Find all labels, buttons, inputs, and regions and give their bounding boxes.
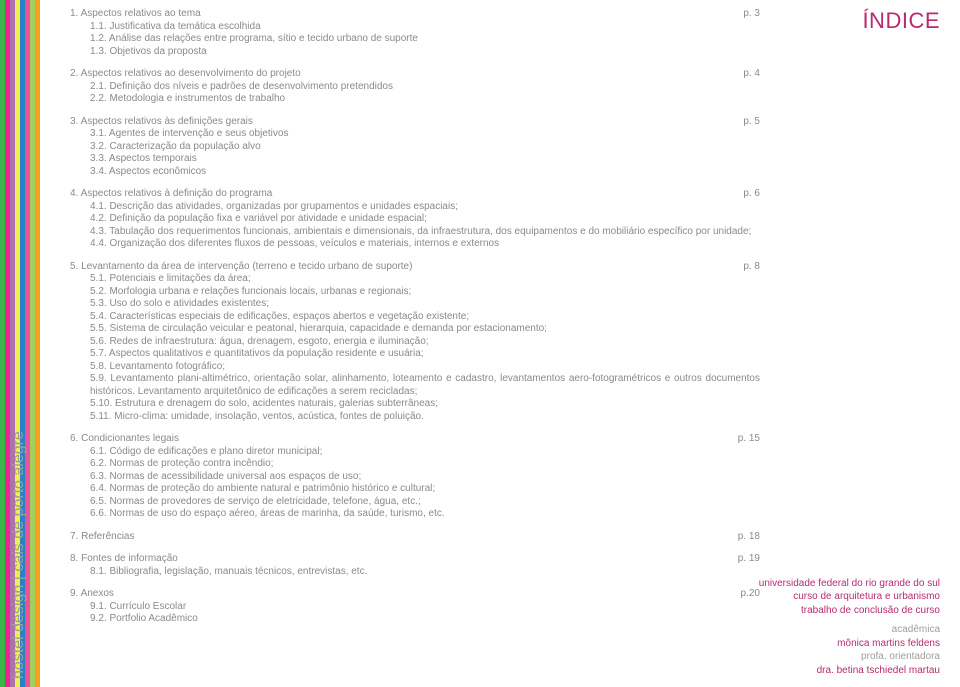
toc-sub-item: 6.6. Normas de uso do espaço aéreo, área… [70,508,760,521]
toc-sub-item: 4.2. Definição da população fixa e variá… [70,213,760,226]
toc-section-title: 5. Levantamento da área de intervenção (… [70,261,760,274]
toc-sub-item: 6.5. Normas de provedores de serviço de … [70,496,760,509]
toc-sub-item: 6.1. Código de edificações e plano diret… [70,446,760,459]
toc-section: 7. Referênciasp. 18 [70,531,760,544]
toc-section: 4. Aspectos relativos à definição do pro… [70,188,760,251]
toc-sub-item: 5.10. Estrutura e drenagem do solo, acid… [70,398,760,411]
toc-section-title: 2. Aspectos relativos ao desenvolvimento… [70,68,760,81]
toc-section-title: 6. Condicionantes legais [70,433,760,446]
toc-sub-item: 3.2. Caracterização da população alvo [70,141,760,154]
page-heading-indice: ÍNDICE [862,8,940,34]
toc-sub-item: 5.7. Aspectos qualitativos e quantitativ… [70,348,760,361]
toc-sub-item: 4.1. Descrição das atividades, organizad… [70,201,760,214]
toc-sub-item: 9.1. Currículo Escolar [70,601,760,614]
toc-sub-item: 1.1. Justificativa da temática escolhida [70,21,760,34]
toc-page-number: p. 8 [743,261,760,274]
toc-sub-item: 3.1. Agentes de intervenção e seus objet… [70,128,760,141]
toc-sub-item: 6.2. Normas de proteção contra incêndio; [70,458,760,471]
toc-sub-item: 3.3. Aspectos temporais [70,153,760,166]
toc-sub-item: 2.1. Definição dos níveis e padrões de d… [70,81,760,94]
color-bar [35,0,40,687]
toc-section-title: 3. Aspectos relativos às definições gera… [70,116,760,129]
toc-section-title: 1. Aspectos relativos ao tema [70,8,760,21]
toc-sub-item: 5.8. Levantamento fotográfico; [70,361,760,374]
footer-student-name: mônica martins feldens [759,637,940,651]
toc-page-number: p. 4 [743,68,760,81]
toc-sub-item: 5.4. Características especiais de edific… [70,311,760,324]
toc-section: 8. Fontes de informaçãop. 198.1. Bibliog… [70,553,760,578]
toc-sub-item: 4.3. Tabulação dos requerimentos funcion… [70,226,760,239]
toc-section-title: 9. Anexos [70,588,760,601]
toc-page-number: p. 15 [738,433,760,446]
toc-page-number: p. 5 [743,116,760,129]
toc-sub-item: 5.11. Micro-clima: umidade, insolação, v… [70,411,760,424]
toc-sub-item: 5.2. Morfologia urbana e relações funcio… [70,286,760,299]
toc-section-title: 7. Referências [70,531,760,544]
toc-section: 1. Aspectos relativos ao temap. 31.1. Ju… [70,8,760,58]
toc-content: 1. Aspectos relativos ao temap. 31.1. Ju… [70,8,760,679]
footer-role-student: acadêmica [759,623,940,637]
footer-course: curso de arquitetura e urbanismo [759,590,940,604]
toc-page-number: p.20 [741,588,760,601]
toc-sub-item: 5.9. Levantamento plani-altimétrico, ori… [70,373,760,398]
toc-page-number: p. 6 [743,188,760,201]
footer-role-advisor: profa. orientadora [759,650,940,664]
vertical-project-title: hostel design | cais de porto alegre [10,431,28,679]
toc-sub-item: 2.2. Metodologia e instrumentos de traba… [70,93,760,106]
footer-advisor-name: dra. betina tschiedel martau [759,664,940,678]
toc-sub-item: 5.6. Redes de infraestrutura: água, dren… [70,336,760,349]
toc-page-number: p. 18 [738,531,760,544]
toc-sub-item: 6.3. Normas de acessibilidade universal … [70,471,760,484]
toc-section: 9. Anexosp.209.1. Currículo Escolar9.2. … [70,588,760,626]
toc-section-title: 8. Fontes de informação [70,553,760,566]
toc-section: 5. Levantamento da área de intervenção (… [70,261,760,424]
footer-work: trabalho de conclusão de curso [759,604,940,618]
toc-sub-item: 9.2. Portfolio Acadêmico [70,613,760,626]
toc-section: 6. Condicionantes legaisp. 156.1. Código… [70,433,760,521]
toc-sub-item: 8.1. Bibliografia, legislação, manuais t… [70,566,760,579]
footer-credits: universidade federal do rio grande do su… [759,577,940,678]
toc-sub-item: 1.3. Objetivos da proposta [70,46,760,59]
toc-section: 3. Aspectos relativos às definições gera… [70,116,760,179]
toc-sub-item: 1.2. Análise das relações entre programa… [70,33,760,46]
footer-university: universidade federal do rio grande do su… [759,577,940,591]
toc-section: 2. Aspectos relativos ao desenvolvimento… [70,68,760,106]
toc-page-number: p. 19 [738,553,760,566]
toc-section-title: 4. Aspectos relativos à definição do pro… [70,188,760,201]
toc-sub-item: 5.5. Sistema de circulação veicular e pe… [70,323,760,336]
toc-sub-item: 3.4. Aspectos econômicos [70,166,760,179]
toc-sub-item: 5.3. Uso do solo e atividades existentes… [70,298,760,311]
toc-sub-item: 4.4. Organização dos diferentes fluxos d… [70,238,760,251]
toc-sub-item: 5.1. Potenciais e limitações da área; [70,273,760,286]
toc-page-number: p. 3 [743,8,760,21]
toc-sub-item: 6.4. Normas de proteção do ambiente natu… [70,483,760,496]
